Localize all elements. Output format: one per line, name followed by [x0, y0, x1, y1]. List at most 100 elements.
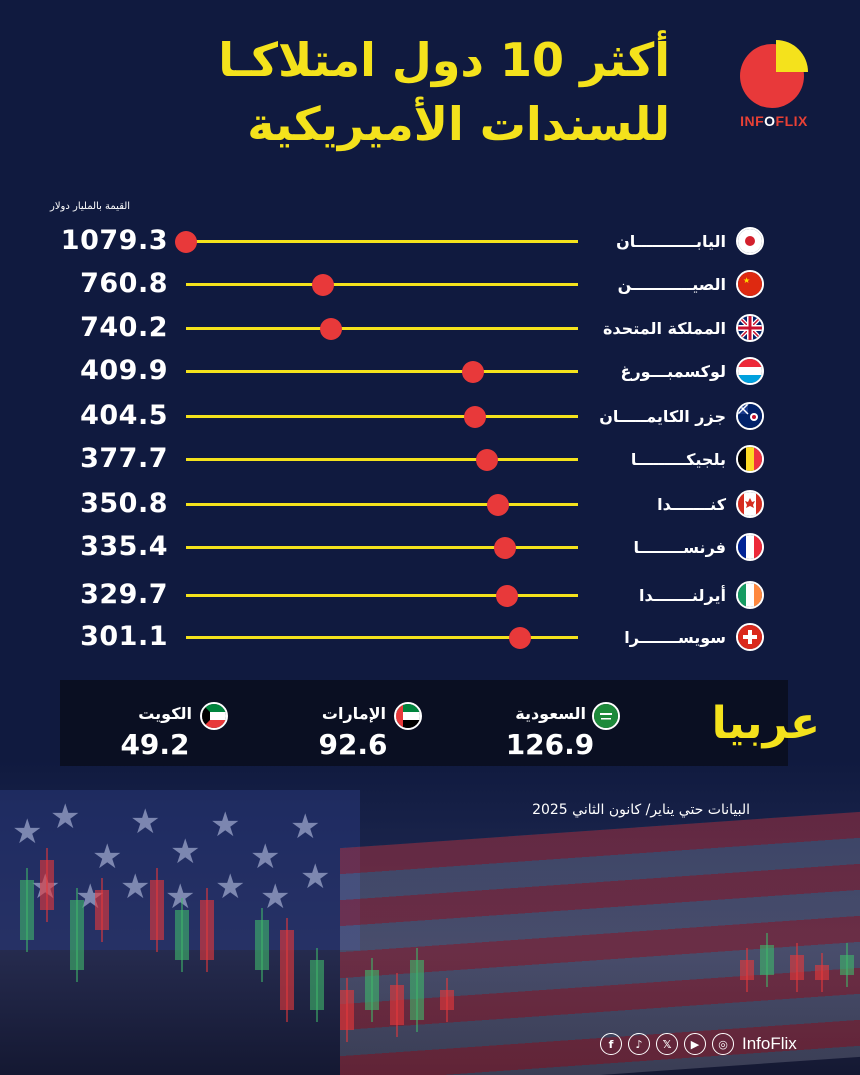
candle-decoration	[95, 890, 109, 930]
chart-row: 377.7 بلجيكـــــــــا	[0, 441, 860, 481]
svg-text:★: ★	[743, 276, 750, 285]
arab-item-name: الكويت	[138, 704, 192, 723]
uae-flag-icon	[394, 702, 422, 730]
value-label: 329.7	[80, 579, 168, 610]
value-dot	[175, 231, 197, 253]
ireland-flag-icon	[736, 581, 764, 609]
candle-decoration	[790, 955, 804, 980]
country-label: أيرلنـــــــدا	[639, 586, 726, 605]
value-label: 404.5	[80, 400, 168, 431]
candle-decoration	[40, 860, 54, 910]
arab-item-value: 49.2	[120, 728, 190, 761]
arab-title: عربيا	[711, 698, 820, 749]
country-label: بلجيكـــــــــا	[630, 450, 726, 469]
chart-row: 329.7 أيرلنـــــــدا	[0, 577, 860, 617]
candle-decoration	[20, 880, 34, 940]
star-decoration: ★	[120, 867, 151, 907]
value-dot	[487, 494, 510, 516]
canada-flag-icon	[736, 490, 764, 518]
arab-item-name: السعودية	[515, 704, 586, 723]
logo-text-o: O	[764, 113, 776, 129]
youtube-icon[interactable]: ▶	[684, 1033, 706, 1055]
country-label: جزر الكايمـــــان	[599, 407, 726, 426]
country-label: سويســـــــرا	[624, 628, 726, 647]
value-dot	[311, 274, 334, 296]
candle-decoration	[410, 960, 424, 1020]
infoflix-logo-icon	[740, 40, 808, 108]
value-line	[186, 636, 578, 639]
value-label: 350.8	[80, 488, 168, 519]
chart-row: 350.8 كنـــــــدا	[0, 486, 860, 526]
belgium-flag-icon	[736, 445, 764, 473]
candle-decoration	[310, 960, 324, 1010]
candle-decoration	[440, 990, 454, 1010]
value-line	[186, 370, 578, 373]
chart-row: 301.1 سويســـــــرا	[0, 619, 860, 659]
chart-row: 740.2 المملكة المتحدة	[0, 310, 860, 350]
country-label: فرنســــــــا	[633, 538, 726, 557]
star-decoration: ★	[170, 832, 201, 872]
value-label: 335.4	[80, 531, 168, 562]
value-line	[186, 503, 578, 506]
star-decoration: ★	[215, 867, 246, 907]
saudi-flag-icon	[592, 702, 620, 730]
title-line-1: أكثر 10 دول امتلاكـا	[218, 33, 670, 87]
country-label: كنـــــــدا	[657, 495, 726, 514]
tiktok-icon[interactable]: ♪	[628, 1033, 650, 1055]
logo-wordmark: INFOFLIX	[722, 113, 826, 129]
value-line	[186, 546, 578, 549]
star-decoration: ★	[260, 877, 291, 917]
unit-label: القيمة بالمليار دولار	[50, 201, 131, 212]
logo-text-left: INF	[740, 113, 765, 129]
value-line	[186, 283, 578, 286]
value-dot	[496, 585, 519, 607]
star-decoration: ★	[12, 812, 43, 852]
candle-decoration	[70, 900, 84, 970]
japan-flag-icon	[736, 227, 764, 255]
value-label: 377.7	[80, 443, 168, 474]
arab-item-saudi: السعودية 126.9	[490, 680, 690, 766]
value-label: 409.9	[80, 355, 168, 386]
candle-decoration	[150, 880, 164, 940]
candle-decoration	[200, 900, 214, 960]
arab-panel: عربيا السعودية 126.9 الإمارات 92.6 الكوي…	[60, 680, 820, 766]
instagram-icon[interactable]: ◎	[712, 1033, 734, 1055]
star-decoration: ★	[92, 837, 123, 877]
china-flag-icon: ★	[736, 270, 764, 298]
cayman-flag-icon	[736, 402, 764, 430]
candle-decoration	[390, 985, 404, 1025]
title-line-2: للسندات الأميريكية	[247, 97, 670, 151]
arab-item-kuwait: الكويت 49.2	[90, 680, 290, 766]
value-dot	[320, 318, 343, 340]
social-handle[interactable]: InfoFlix	[742, 1034, 797, 1053]
candle-decoration	[365, 970, 379, 1010]
star-decoration: ★	[290, 807, 321, 847]
country-label: المملكة المتحدة	[602, 319, 726, 338]
star-decoration: ★	[130, 802, 161, 842]
value-line	[186, 458, 578, 461]
chart-row: 404.5 جزر الكايمـــــان	[0, 398, 860, 438]
facebook-icon[interactable]: f	[600, 1033, 622, 1055]
country-label: لوكسمبـــورغ	[620, 362, 726, 381]
x-icon[interactable]: 𝕏	[656, 1033, 678, 1055]
social-bar: f ♪ 𝕏 ▶ ◎ InfoFlix	[600, 1032, 797, 1056]
value-line	[186, 594, 578, 597]
candle-decoration	[255, 920, 269, 970]
candle-decoration	[740, 960, 754, 980]
kuwait-flag-icon	[200, 702, 228, 730]
value-label: 1079.3	[60, 225, 168, 256]
france-flag-icon	[736, 533, 764, 561]
value-label: 740.2	[80, 312, 168, 343]
switzerland-flag-icon	[736, 623, 764, 651]
value-line	[186, 415, 578, 418]
value-dot	[461, 361, 484, 383]
candle-decoration	[175, 910, 189, 960]
candle-decoration	[280, 930, 294, 1010]
candle-decoration	[760, 945, 774, 975]
star-decoration: ★	[210, 805, 241, 845]
value-dot	[508, 627, 531, 649]
star-decoration: ★	[300, 857, 331, 897]
luxembourg-flag-icon	[736, 357, 764, 385]
logo-text-right: FLIX	[775, 113, 808, 129]
